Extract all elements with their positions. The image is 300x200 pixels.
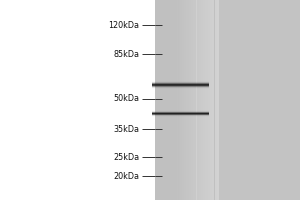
Bar xyxy=(218,0,219,200)
Bar xyxy=(213,0,214,200)
Bar xyxy=(174,0,175,200)
Bar xyxy=(184,0,185,200)
Text: 20kDa: 20kDa xyxy=(113,172,140,181)
Bar xyxy=(214,0,216,200)
Bar xyxy=(191,0,192,200)
Text: 35kDa: 35kDa xyxy=(113,125,140,134)
Bar xyxy=(199,0,200,200)
Bar xyxy=(183,0,184,200)
Bar xyxy=(204,0,206,200)
Bar xyxy=(182,0,183,200)
Bar xyxy=(192,0,193,200)
Bar xyxy=(154,0,219,200)
Bar xyxy=(178,0,180,200)
Bar xyxy=(198,0,199,200)
Text: 25kDa: 25kDa xyxy=(113,153,140,162)
Bar xyxy=(217,0,218,200)
Bar xyxy=(196,0,198,200)
Bar xyxy=(200,0,201,200)
Bar xyxy=(0,0,154,200)
Bar xyxy=(209,0,210,200)
Bar xyxy=(207,0,208,200)
Bar xyxy=(212,0,213,200)
Bar xyxy=(202,0,203,200)
Text: 120kDa: 120kDa xyxy=(109,21,140,30)
Bar xyxy=(193,0,194,200)
Bar xyxy=(206,0,207,200)
Bar xyxy=(194,0,195,200)
Text: 50kDa: 50kDa xyxy=(113,94,140,103)
Bar xyxy=(186,0,188,200)
Bar xyxy=(208,0,209,200)
Bar xyxy=(211,0,212,200)
Bar xyxy=(181,0,182,200)
Bar xyxy=(177,0,178,200)
Bar xyxy=(190,0,191,200)
Bar xyxy=(176,0,177,200)
Bar xyxy=(189,0,190,200)
Bar xyxy=(175,0,176,200)
Text: 85kDa: 85kDa xyxy=(113,50,140,59)
Bar xyxy=(180,0,181,200)
Bar xyxy=(216,0,217,200)
Bar xyxy=(210,0,211,200)
Bar xyxy=(219,0,300,200)
Bar xyxy=(203,0,204,200)
Bar xyxy=(188,0,189,200)
Bar xyxy=(201,0,202,200)
Bar xyxy=(195,0,196,200)
Bar xyxy=(185,0,186,200)
